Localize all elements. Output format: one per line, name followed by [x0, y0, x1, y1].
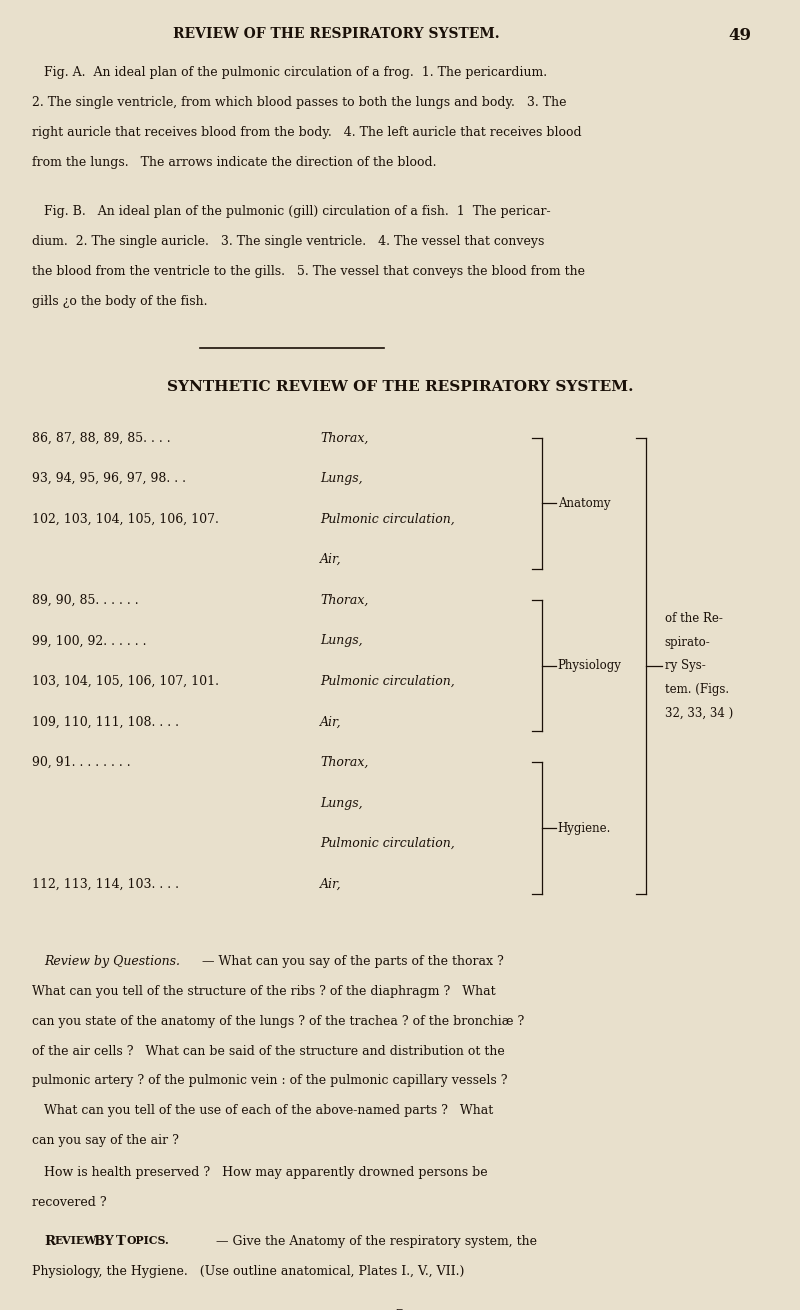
Text: SYNTHETIC REVIEW OF THE RESPIRATORY SYSTEM.: SYNTHETIC REVIEW OF THE RESPIRATORY SYST… [166, 380, 634, 394]
Text: 89, 90, 85. . . . . .: 89, 90, 85. . . . . . [32, 593, 138, 607]
Text: Thorax,: Thorax, [320, 431, 368, 444]
Text: OPICS.: OPICS. [126, 1234, 169, 1246]
Text: Lungs,: Lungs, [320, 634, 362, 647]
Text: What can you tell of the use of each of the above-named parts ?   What: What can you tell of the use of each of … [44, 1104, 494, 1117]
Text: from the lungs.   The arrows indicate the direction of the blood.: from the lungs. The arrows indicate the … [32, 156, 437, 169]
Text: Lungs,: Lungs, [320, 796, 362, 810]
Text: Air,: Air, [320, 878, 342, 891]
Text: 112, 113, 114, 103. . . .: 112, 113, 114, 103. . . . [32, 878, 179, 891]
Text: of the air cells ?   What can be said of the structure and distribution ot the: of the air cells ? What can be said of t… [32, 1044, 505, 1057]
Text: How is health preserved ?   How may apparently drowned persons be: How is health preserved ? How may appare… [44, 1166, 488, 1179]
Text: — What can you say of the parts of the thorax ?: — What can you say of the parts of the t… [202, 955, 504, 968]
Text: ry Sys-: ry Sys- [665, 659, 706, 672]
Text: dium.  2. The single auricle.   3. The single ventricle.   4. The vessel that co: dium. 2. The single auricle. 3. The sing… [32, 234, 544, 248]
Text: — Give the Anatomy of the respiratory system, the: — Give the Anatomy of the respiratory sy… [216, 1234, 537, 1247]
Text: right auricle that receives blood from the body.   4. The left auricle that rece: right auricle that receives blood from t… [32, 126, 582, 139]
Text: Hygiene.: Hygiene. [558, 821, 611, 834]
Text: Physiology: Physiology [558, 659, 622, 672]
Text: 103, 104, 105, 106, 107, 101.: 103, 104, 105, 106, 107, 101. [32, 675, 219, 688]
Text: Review by Questions.: Review by Questions. [44, 955, 180, 968]
Text: 99, 100, 92. . . . . .: 99, 100, 92. . . . . . [32, 634, 146, 647]
Text: recovered ?: recovered ? [32, 1196, 106, 1209]
Text: 49: 49 [728, 26, 751, 43]
Text: 2. The single ventricle, from which blood passes to both the lungs and body.   3: 2. The single ventricle, from which bloo… [32, 96, 566, 109]
Text: spirato-: spirato- [665, 635, 710, 648]
Text: pulmonic artery ? of the pulmonic vein : of the pulmonic capillary vessels ?: pulmonic artery ? of the pulmonic vein :… [32, 1074, 507, 1087]
Text: Fig. B.   An ideal plan of the pulmonic (gill) circulation of a fish.  1  The pe: Fig. B. An ideal plan of the pulmonic (g… [44, 206, 550, 217]
Text: 109, 110, 111, 108. . . .: 109, 110, 111, 108. . . . [32, 715, 179, 728]
Text: Air,: Air, [320, 553, 342, 566]
Text: R: R [44, 1234, 55, 1247]
Text: Anatomy: Anatomy [558, 496, 610, 510]
Text: Pulmonic circulation,: Pulmonic circulation, [320, 512, 454, 525]
Text: giłls ¿o the body of the fish.: giłls ¿o the body of the fish. [32, 295, 207, 308]
Text: BY: BY [90, 1234, 118, 1247]
Text: 90, 91. . . . . . . .: 90, 91. . . . . . . . [32, 756, 130, 769]
Text: What can you tell of the structure of the ribs ? of the diaphragm ?   What: What can you tell of the structure of th… [32, 985, 496, 998]
Text: Air,: Air, [320, 715, 342, 728]
Text: 86, 87, 88, 89, 85. . . .: 86, 87, 88, 89, 85. . . . [32, 431, 170, 444]
Text: 32, 33, 34 ): 32, 33, 34 ) [665, 706, 733, 719]
Text: Fig. A.  An ideal plan of the pulmonic circulation of a frog.  1. The pericardiu: Fig. A. An ideal plan of the pulmonic ci… [44, 67, 547, 79]
Text: tem. (Figs.: tem. (Figs. [665, 683, 729, 696]
Text: Physiology, the Hygiene.   (Use outline anatomical, Plates I., V., VII.): Physiology, the Hygiene. (Use outline an… [32, 1264, 464, 1277]
Text: Pulmonic circulation,: Pulmonic circulation, [320, 837, 454, 850]
Text: T: T [116, 1234, 126, 1247]
Text: can you say of the air ?: can you say of the air ? [32, 1134, 179, 1148]
Text: of the Re-: of the Re- [665, 612, 722, 625]
Text: 102, 103, 104, 105, 106, 107.: 102, 103, 104, 105, 106, 107. [32, 512, 219, 525]
Text: Thorax,: Thorax, [320, 756, 368, 769]
Text: can you state of the anatomy of the lungs ? of the trachea ? of the bronchiæ ?: can you state of the anatomy of the lung… [32, 1015, 524, 1027]
Text: Pulmonic circulation,: Pulmonic circulation, [320, 675, 454, 688]
Text: Lungs,: Lungs, [320, 472, 362, 485]
Text: EVIEW: EVIEW [54, 1234, 97, 1246]
Text: the blood from the ventricle to the gills.   5. The vessel that conveys the bloo: the blood from the ventricle to the gill… [32, 265, 585, 278]
Text: Thorax,: Thorax, [320, 593, 368, 607]
Text: REVIEW OF THE RESPIRATORY SYSTEM.: REVIEW OF THE RESPIRATORY SYSTEM. [173, 26, 499, 41]
Text: 93, 94, 95, 96, 97, 98. . .: 93, 94, 95, 96, 97, 98. . . [32, 472, 186, 485]
